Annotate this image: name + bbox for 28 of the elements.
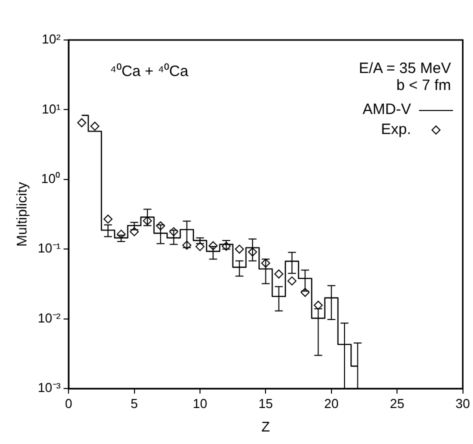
- x-tick-label: 25: [390, 396, 404, 411]
- point: [287, 276, 296, 286]
- x-tick-label: 20: [324, 396, 339, 411]
- y-tick-label: 10⁻³: [38, 380, 62, 396]
- y-tick-label: 10⁻¹: [38, 240, 62, 256]
- x-tick-label: 15: [258, 396, 273, 411]
- annotation: b < 7 fm: [395, 77, 451, 94]
- x-axis-title: Z: [261, 418, 270, 434]
- x-tick-label: 0: [64, 396, 72, 411]
- point: [234, 244, 244, 254]
- legend-label: AMD-V: [362, 100, 411, 120]
- point: [274, 270, 284, 279]
- x-tick-label: 10: [192, 396, 208, 411]
- point: [77, 118, 86, 128]
- x-tick-label: 30: [456, 396, 470, 411]
- y-tick-label: 10⁰: [41, 171, 61, 186]
- y-axis-title: Multiplicity: [13, 182, 30, 247]
- point: [90, 122, 100, 131]
- y-tick-label: 10⁻²: [38, 310, 62, 326]
- y-tick-label: 10¹: [42, 101, 62, 116]
- annotation: ⁴⁰Ca + ⁴⁰Ca: [110, 62, 188, 80]
- point: [314, 300, 323, 310]
- x-tick-label: 5: [130, 396, 138, 411]
- y-tick-label: 10²: [42, 32, 62, 47]
- point: [195, 242, 204, 252]
- point: [104, 214, 113, 224]
- annotation: E/A = 35 MeV: [358, 60, 451, 77]
- legend-label: Exp.: [380, 120, 411, 140]
